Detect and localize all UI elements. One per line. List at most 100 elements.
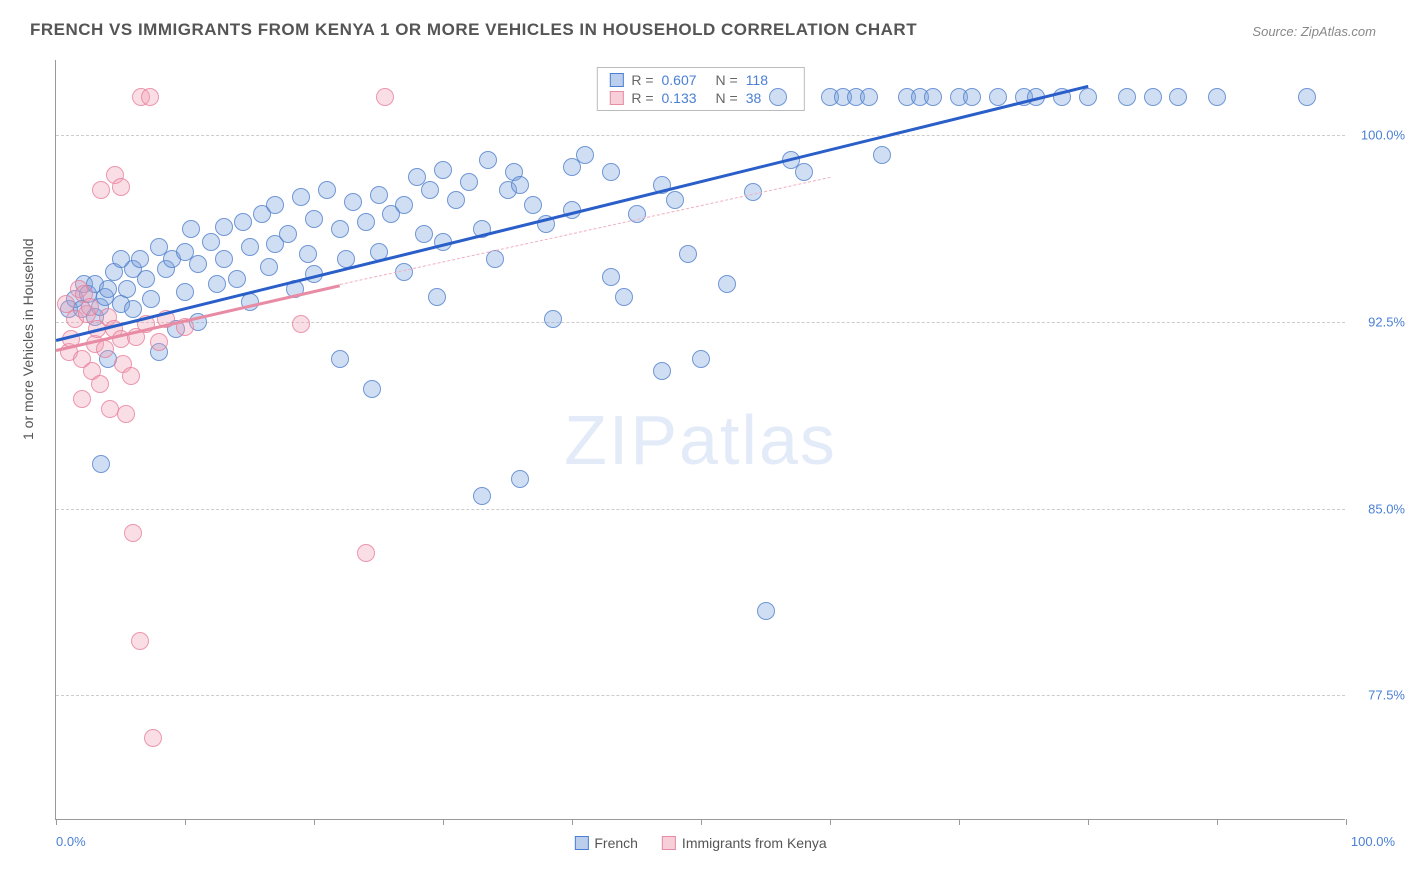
data-point xyxy=(182,220,200,238)
data-point xyxy=(718,275,736,293)
data-point xyxy=(473,487,491,505)
data-point xyxy=(137,270,155,288)
data-point xyxy=(447,191,465,209)
data-point xyxy=(524,196,542,214)
data-point xyxy=(266,196,284,214)
data-point xyxy=(602,163,620,181)
data-point xyxy=(576,146,594,164)
x-axis-label-min: 0.0% xyxy=(56,834,86,849)
data-point xyxy=(176,283,194,301)
data-point xyxy=(460,173,478,191)
r-value-kenya: 0.133 xyxy=(662,90,708,106)
legend-label-french: French xyxy=(594,835,638,851)
data-point xyxy=(769,88,787,106)
data-point xyxy=(376,88,394,106)
x-tick xyxy=(701,819,702,825)
grid-line xyxy=(56,135,1345,136)
data-point xyxy=(124,524,142,542)
trend-line xyxy=(340,177,830,285)
x-tick xyxy=(185,819,186,825)
legend-label-kenya: Immigrants from Kenya xyxy=(682,835,827,851)
x-tick xyxy=(572,819,573,825)
r-label: R = xyxy=(631,90,653,106)
data-point xyxy=(963,88,981,106)
data-point xyxy=(1144,88,1162,106)
data-point xyxy=(92,181,110,199)
data-point xyxy=(118,280,136,298)
data-point xyxy=(91,375,109,393)
data-point xyxy=(692,350,710,368)
source-attribution: Source: ZipAtlas.com xyxy=(1252,24,1376,39)
data-point xyxy=(1298,88,1316,106)
data-point xyxy=(344,193,362,211)
data-point xyxy=(860,88,878,106)
y-tick-label: 77.5% xyxy=(1368,688,1405,703)
trend-line xyxy=(56,85,1089,342)
data-point xyxy=(421,181,439,199)
source-value: ZipAtlas.com xyxy=(1301,24,1376,39)
data-point xyxy=(653,362,671,380)
source-label: Source: xyxy=(1252,24,1297,39)
n-label: N = xyxy=(716,72,738,88)
y-tick-label: 100.0% xyxy=(1361,127,1405,142)
x-tick xyxy=(443,819,444,825)
data-point xyxy=(305,210,323,228)
data-point xyxy=(92,455,110,473)
data-point xyxy=(370,186,388,204)
x-axis-label-max: 100.0% xyxy=(1351,834,1395,849)
x-tick xyxy=(1346,819,1347,825)
n-label: N = xyxy=(716,90,738,106)
legend-swatch-blue xyxy=(574,836,588,850)
data-point xyxy=(395,196,413,214)
r-value-french: 0.607 xyxy=(662,72,708,88)
n-value-french: 118 xyxy=(746,72,792,88)
data-point xyxy=(331,220,349,238)
data-point xyxy=(131,632,149,650)
data-point xyxy=(1208,88,1226,106)
y-tick-label: 85.0% xyxy=(1368,501,1405,516)
data-point xyxy=(679,245,697,263)
x-tick xyxy=(56,819,57,825)
chart-area: ZIPatlas R = 0.607 N = 118 R = 0.133 N =… xyxy=(55,60,1345,820)
data-point xyxy=(795,163,813,181)
data-point xyxy=(989,88,1007,106)
data-point xyxy=(363,380,381,398)
x-tick xyxy=(314,819,315,825)
series-legend: French Immigrants from Kenya xyxy=(574,835,826,851)
data-point xyxy=(202,233,220,251)
data-point xyxy=(602,268,620,286)
legend-swatch-blue xyxy=(609,73,623,87)
data-point xyxy=(292,315,310,333)
data-point xyxy=(1118,88,1136,106)
data-point xyxy=(486,250,504,268)
legend-item-kenya: Immigrants from Kenya xyxy=(662,835,827,851)
data-point xyxy=(279,225,297,243)
data-point xyxy=(757,602,775,620)
data-point xyxy=(260,258,278,276)
x-tick xyxy=(830,819,831,825)
y-tick-label: 92.5% xyxy=(1368,314,1405,329)
data-point xyxy=(150,333,168,351)
data-point xyxy=(131,250,149,268)
data-point xyxy=(292,188,310,206)
data-point xyxy=(122,367,140,385)
data-point xyxy=(117,405,135,423)
grid-line xyxy=(56,322,1345,323)
data-point xyxy=(215,218,233,236)
r-label: R = xyxy=(631,72,653,88)
data-point xyxy=(228,270,246,288)
data-point xyxy=(318,181,336,199)
data-point xyxy=(1169,88,1187,106)
data-point xyxy=(511,470,529,488)
watermark-atlas: atlas xyxy=(679,401,837,479)
watermark: ZIPatlas xyxy=(564,400,837,480)
legend-item-french: French xyxy=(574,835,638,851)
data-point xyxy=(511,176,529,194)
data-point xyxy=(234,213,252,231)
data-point xyxy=(479,151,497,169)
data-point xyxy=(415,225,433,243)
legend-swatch-pink xyxy=(609,91,623,105)
watermark-zip: ZIP xyxy=(564,401,679,479)
legend-swatch-pink xyxy=(662,836,676,850)
data-point xyxy=(144,729,162,747)
